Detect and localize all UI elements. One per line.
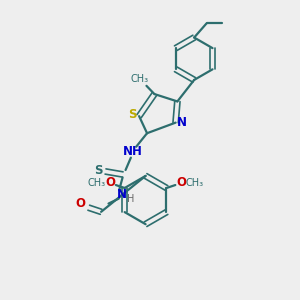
Text: CH₃: CH₃	[87, 178, 105, 188]
Text: N: N	[117, 188, 127, 201]
Text: O: O	[76, 197, 85, 210]
Text: CH₃: CH₃	[130, 74, 149, 84]
Text: H: H	[127, 194, 134, 204]
Text: S: S	[128, 108, 137, 121]
Text: NH: NH	[123, 145, 143, 158]
Text: O: O	[105, 176, 115, 189]
Text: N: N	[177, 116, 187, 129]
Text: CH₃: CH₃	[186, 178, 204, 188]
Text: O: O	[176, 176, 186, 189]
Text: S: S	[94, 164, 102, 176]
